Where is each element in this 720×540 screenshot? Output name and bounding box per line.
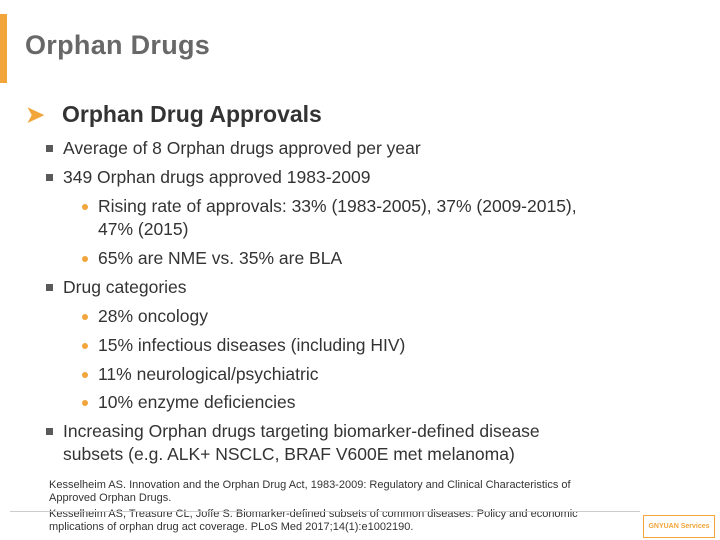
square-bullet-icon: [46, 284, 53, 291]
sub-list-item-text: 28% oncology: [98, 306, 208, 326]
sub-list-item-continuation: 47% (2015): [98, 219, 188, 240]
sub-list-item-text: Rising rate of approvals: 33% (1983-2005…: [98, 196, 577, 216]
sub-list-item-text: 11% neurological/psychiatric: [98, 364, 319, 384]
sub-list-item: 28% oncology: [82, 306, 208, 327]
section-heading-text: Orphan Drug Approvals: [62, 101, 322, 127]
section-heading: ➤ Orphan Drug Approvals: [26, 101, 322, 128]
list-item-continuation: subsets (e.g. ALK+ NSCLC, BRAF V600E met…: [63, 444, 515, 465]
dot-bullet-icon: [82, 343, 88, 349]
sub-list-item-text: 65% are NME vs. 35% are BLA: [98, 248, 343, 268]
sub-list-item: 15% infectious diseases (including HIV): [82, 335, 406, 356]
square-bullet-icon: [46, 145, 53, 152]
sub-list-item: 11% neurological/psychiatric: [82, 364, 319, 385]
sub-list-item-text: 10% enzyme deficiencies: [98, 392, 296, 412]
list-item: Average of 8 Orphan drugs approved per y…: [46, 138, 421, 159]
footer-divider: [10, 511, 640, 512]
sub-list-item: Rising rate of approvals: 33% (1983-2005…: [82, 196, 577, 217]
square-bullet-icon: [46, 174, 53, 181]
list-item: 349 Orphan drugs approved 1983-2009: [46, 167, 371, 188]
list-item: Increasing Orphan drugs targeting biomar…: [46, 421, 540, 442]
dot-bullet-icon: [82, 400, 88, 406]
arrow-bullet-icon: ➤: [26, 101, 45, 127]
dot-bullet-icon: [82, 256, 88, 262]
page-title: Orphan Drugs: [25, 30, 211, 60]
dot-bullet-icon: [82, 372, 88, 378]
square-bullet-icon: [46, 428, 53, 435]
reference-line: Kesselheim AS, Treasure CL, Joffe S. Bio…: [49, 508, 578, 520]
list-item-text: subsets (e.g. ALK+ NSCLC, BRAF V600E met…: [63, 444, 515, 464]
sub-list-item: 65% are NME vs. 35% are BLA: [82, 248, 343, 269]
company-logo: GNYUAN Services: [643, 515, 715, 538]
sub-list-item: 10% enzyme deficiencies: [82, 392, 296, 413]
reference-line: Approved Orphan Drugs.: [49, 492, 172, 504]
reference-line: mplications of orphan drug act coverage.…: [49, 521, 414, 533]
list-item-text: Drug categories: [63, 277, 187, 297]
list-item: Drug categories: [46, 277, 187, 298]
sub-list-item-text: 15% infectious diseases (including HIV): [98, 335, 406, 355]
sub-list-item-text: 47% (2015): [98, 219, 189, 239]
list-item-text: Increasing Orphan drugs targeting biomar…: [63, 421, 540, 441]
list-item-text: Average of 8 Orphan drugs approved per y…: [63, 138, 421, 158]
title-accent-bar: [0, 14, 7, 83]
dot-bullet-icon: [82, 314, 88, 320]
reference-line: Kesselheim AS. Innovation and the Orphan…: [49, 479, 571, 491]
logo-text: GNYUAN Services: [648, 523, 710, 530]
list-item-text: 349 Orphan drugs approved 1983-2009: [63, 167, 371, 187]
dot-bullet-icon: [82, 204, 88, 210]
